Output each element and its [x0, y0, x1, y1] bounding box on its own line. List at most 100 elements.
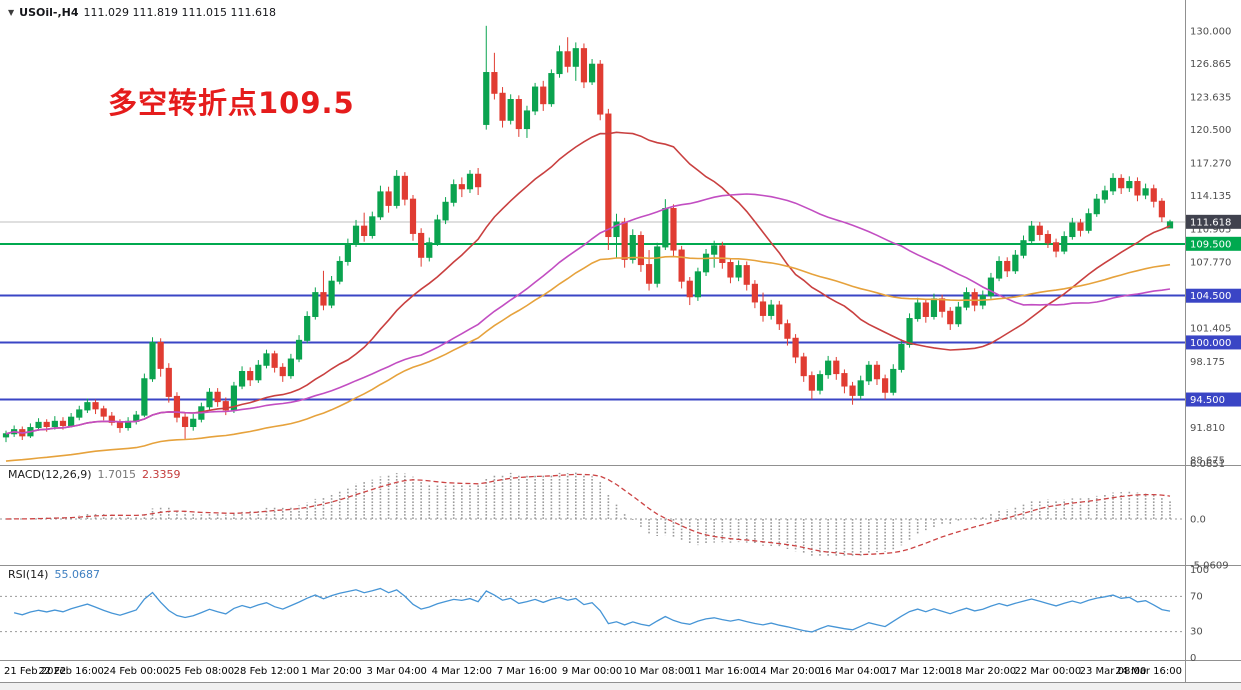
time-axis-scale[interactable] [0, 661, 1185, 682]
candle-body [352, 225, 360, 245]
ma-fast-red[interactable] [5, 131, 1171, 435]
time-axis-label: 7 Mar 16:00 [497, 666, 557, 677]
candle-body [735, 265, 742, 278]
candle-body [295, 339, 303, 360]
time-axis-label: 25 Feb 08:00 [169, 666, 235, 677]
candle-body [939, 298, 946, 312]
macd-panel: 6.0651 0.0 -5.0609 [0, 459, 1229, 572]
candle-body [173, 395, 181, 418]
candle-body [833, 360, 840, 375]
candle-body [645, 264, 653, 284]
time-axis-label: 14 Mar 20:00 [754, 666, 821, 677]
candle-body [279, 366, 286, 377]
time-axis-label: 1 Mar 20:00 [301, 666, 361, 677]
candle-body [1028, 225, 1035, 242]
level-price-badge-label: 109.500 [1190, 239, 1231, 250]
candle-body [1142, 188, 1149, 196]
rsi-axis-label: 0 [1190, 653, 1196, 664]
candle-body [1126, 181, 1133, 189]
candle-body [442, 201, 449, 221]
candle-body [1158, 200, 1165, 218]
time-axis-label: 23 Mar 08:00 [1080, 666, 1147, 677]
ma-mid-magenta[interactable] [5, 193, 1171, 435]
candle-body [605, 113, 612, 238]
level-price-badge [1186, 288, 1241, 303]
candle-body [849, 385, 856, 396]
collapse-chart-icon[interactable]: ▼ [8, 8, 15, 17]
candle-body [149, 341, 156, 380]
candle-body [507, 99, 514, 121]
candle-body [930, 298, 938, 317]
price-tick-label: 98.175 [1190, 357, 1225, 368]
candle-body [116, 421, 124, 429]
price-tick-label: 114.135 [1190, 191, 1231, 202]
level-price-badge [1186, 335, 1241, 350]
level-price-badge-label: 94.500 [1190, 395, 1225, 406]
candle-body [882, 378, 889, 393]
candle-body [165, 367, 172, 397]
time-axis-label: 16 Mar 04:00 [819, 666, 886, 677]
candle-body [287, 358, 294, 377]
candle-body [157, 341, 164, 369]
candle-body [792, 337, 799, 358]
price-tick-label: 91.810 [1190, 423, 1225, 434]
candle-body [377, 191, 384, 218]
current-price-badge [1186, 214, 1241, 229]
macd-axis-label: -5.0609 [1190, 561, 1229, 572]
candle-body [857, 380, 864, 396]
candle-body [255, 364, 262, 381]
candle-body [1093, 198, 1100, 215]
ma-slow-orange[interactable] [5, 255, 1171, 462]
candle-body [808, 375, 815, 391]
candle-body [51, 420, 58, 428]
level-price-badge [1186, 392, 1241, 407]
rsi-axis-label: 70 [1190, 591, 1203, 602]
price-axis-ticks: 130.000 126.865 123.635 120.500 117.270 114.1… [1190, 27, 1231, 467]
candle-body [776, 304, 783, 325]
candle-body [361, 225, 368, 237]
candle-body [1069, 222, 1076, 238]
candle-body [304, 315, 311, 341]
candle-body [1020, 240, 1027, 256]
candle-body [1118, 177, 1125, 189]
price-tick-label: 117.270 [1190, 159, 1231, 170]
candle-body [1077, 222, 1084, 231]
moving-average-lines [5, 131, 1171, 462]
candle-body [588, 63, 596, 83]
price-tick-label: 101.405 [1190, 323, 1231, 334]
candle-body [564, 51, 571, 67]
time-axis-label: 24 Mar 16:00 [1115, 666, 1182, 677]
candle-body [1101, 190, 1109, 200]
candle-body [450, 184, 457, 203]
candle-body [816, 374, 824, 391]
candle-body [426, 242, 433, 258]
candle-body [92, 402, 99, 410]
candle-body [597, 63, 604, 115]
macd-axis-label: 6.0651 [1190, 459, 1225, 470]
price-axis-scale[interactable] [1186, 0, 1241, 682]
macd-signal-line [5, 473, 1171, 556]
candlestick-series [2, 25, 1174, 443]
candle-body [1061, 236, 1068, 252]
candle-body [1004, 260, 1011, 272]
candle-body [1044, 233, 1052, 244]
bottom-scrollbar-strip[interactable] [0, 683, 1241, 690]
time-axis-label: 22 Feb 16:00 [38, 666, 104, 677]
candle-body [759, 301, 767, 316]
time-axis-label: 17 Mar 12:00 [884, 666, 951, 677]
candle-body [654, 246, 661, 284]
candle-body [190, 418, 197, 428]
candle-body [43, 421, 50, 428]
candle-body [873, 364, 881, 380]
candle-body [222, 401, 229, 411]
candle-body [523, 110, 531, 130]
price-tick-label: 130.000 [1190, 27, 1231, 38]
candle-body [76, 409, 83, 418]
rsi-panel: 100 70 30 0 [0, 565, 1209, 664]
candle-body [181, 416, 189, 428]
time-axis-label: 9 Mar 00:00 [562, 666, 622, 677]
candle-body [784, 323, 791, 339]
candle-body [800, 356, 807, 377]
